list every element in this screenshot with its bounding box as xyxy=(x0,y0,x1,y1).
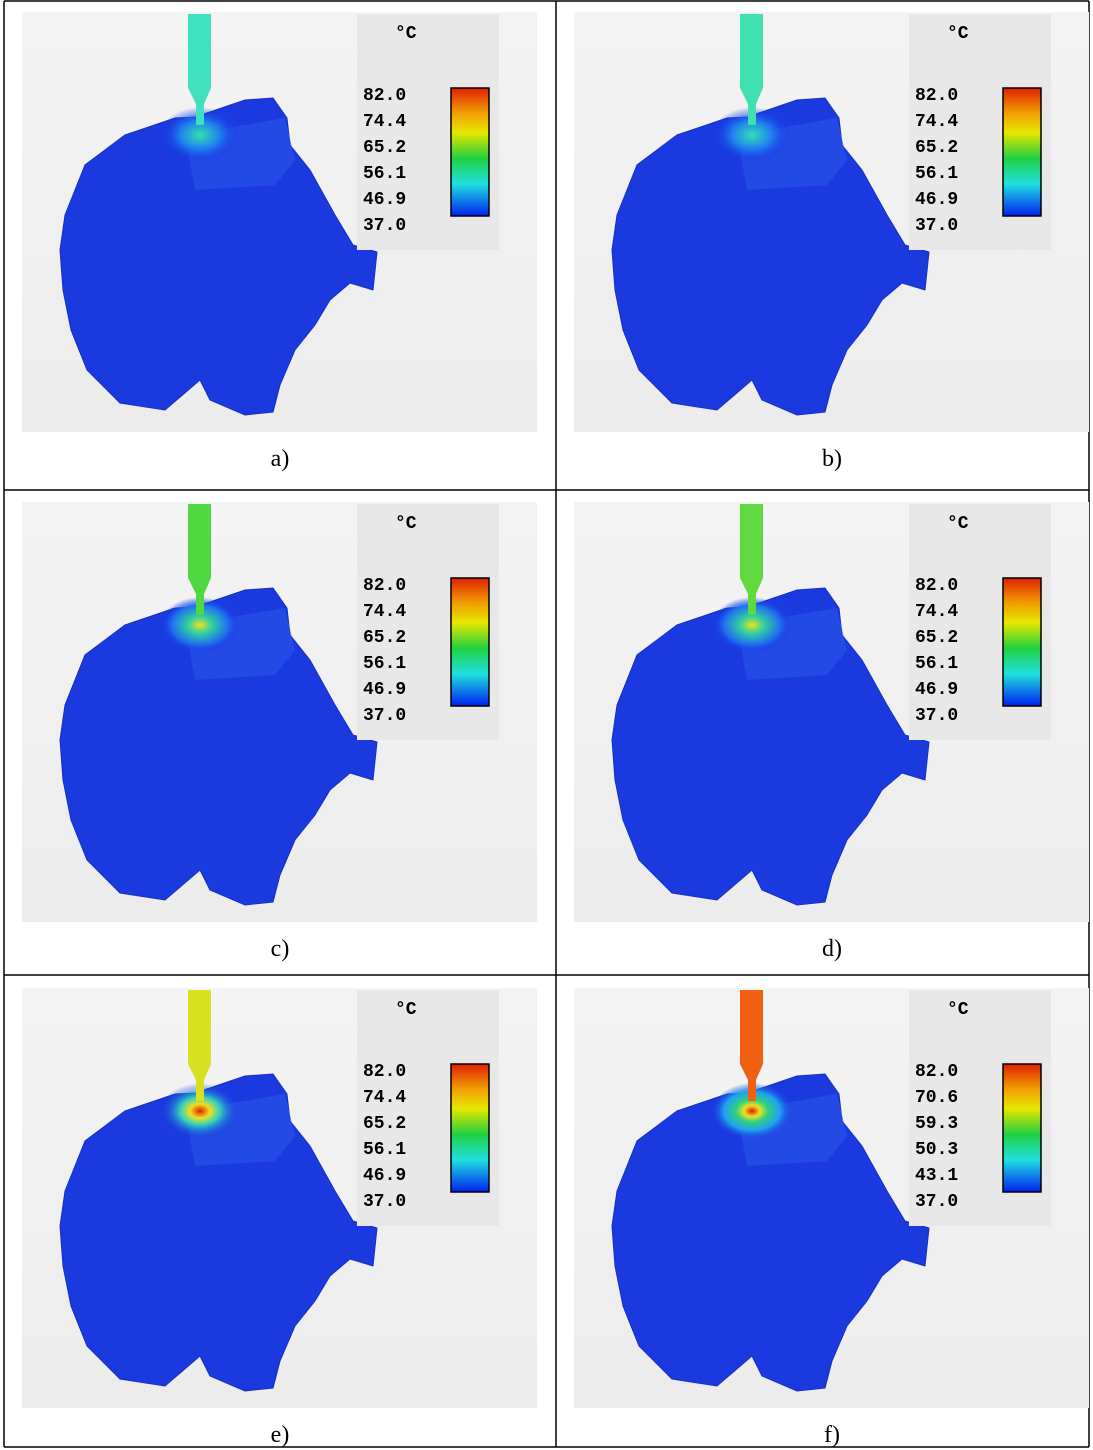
color-bar xyxy=(450,1063,490,1193)
nozzle xyxy=(740,14,763,125)
legend-unit: °C xyxy=(947,24,969,44)
hot-spot xyxy=(160,597,240,653)
caption: e) xyxy=(271,1422,290,1448)
scale-label: 37.0 xyxy=(363,1192,406,1212)
model-body xyxy=(59,97,378,416)
caption: a) xyxy=(271,446,290,472)
panel: °C 82.0 74.4 65.2 56.1 46.9 37.0 e) xyxy=(22,988,537,1448)
scale-label: 82.0 xyxy=(363,1062,406,1082)
scale-label: 46.9 xyxy=(363,1166,406,1186)
caption: f) xyxy=(824,1422,840,1448)
scale-label: 56.1 xyxy=(363,1140,406,1160)
scale-label: 74.4 xyxy=(363,1088,406,1108)
panel: °C 82.0 74.4 65.2 56.1 46.9 37.0 c) xyxy=(22,502,537,962)
scale-label: 46.9 xyxy=(363,680,406,700)
scale-label: 37.0 xyxy=(363,706,406,726)
model-body xyxy=(611,587,930,906)
scale-label: 37.0 xyxy=(363,216,406,236)
legend-unit: °C xyxy=(947,1000,969,1020)
scale-label: 65.2 xyxy=(915,628,958,648)
scale-label: 50.3 xyxy=(915,1140,958,1160)
panel: °C 82.0 74.4 65.2 56.1 46.9 37.0 a) xyxy=(22,12,537,472)
hot-spot xyxy=(712,107,792,163)
scale-label: 56.1 xyxy=(363,654,406,674)
caption: b) xyxy=(822,446,842,472)
color-bar xyxy=(1002,577,1042,707)
legend-unit: °C xyxy=(395,1000,417,1020)
scale-label: 46.9 xyxy=(915,190,958,210)
scale-label: 74.4 xyxy=(363,112,406,132)
hot-spot xyxy=(160,1083,240,1139)
color-bar xyxy=(450,87,490,217)
scale-label: 56.1 xyxy=(915,164,958,184)
panel: °C 82.0 70.6 59.3 50.3 43.1 37.0 f) xyxy=(574,988,1089,1448)
hot-spot xyxy=(160,107,240,163)
scale-label: 82.0 xyxy=(915,86,958,106)
scale-label: 82.0 xyxy=(915,1062,958,1082)
scale-label: 65.2 xyxy=(363,138,406,158)
scale-label: 65.2 xyxy=(363,1114,406,1134)
scale-label: 56.1 xyxy=(915,654,958,674)
color-bar xyxy=(1002,87,1042,217)
nozzle xyxy=(740,504,763,615)
scale-label: 37.0 xyxy=(915,1192,958,1212)
model-body xyxy=(611,1073,930,1392)
caption: c) xyxy=(271,936,290,962)
scale-label: 74.4 xyxy=(915,602,958,622)
scale-label: 46.9 xyxy=(363,190,406,210)
scale-label: 82.0 xyxy=(363,576,406,596)
model-body xyxy=(59,587,378,906)
scale-label: 56.1 xyxy=(363,164,406,184)
color-bar xyxy=(450,577,490,707)
scale-label: 65.2 xyxy=(363,628,406,648)
legend-unit: °C xyxy=(395,24,417,44)
hot-spot xyxy=(712,597,792,653)
scale-label: 74.4 xyxy=(915,112,958,132)
legend-unit: °C xyxy=(395,514,417,534)
model-body xyxy=(611,97,930,416)
model-body xyxy=(59,1073,378,1392)
scale-label: 82.0 xyxy=(363,86,406,106)
caption: d) xyxy=(822,936,842,962)
nozzle xyxy=(740,990,763,1101)
scale-label: 70.6 xyxy=(915,1088,958,1108)
nozzle xyxy=(188,990,211,1101)
nozzle xyxy=(188,504,211,615)
hot-spot xyxy=(712,1083,792,1139)
panel: °C 82.0 74.4 65.2 56.1 46.9 37.0 b) xyxy=(574,12,1089,472)
scale-label: 59.3 xyxy=(915,1114,958,1134)
scale-label: 37.0 xyxy=(915,706,958,726)
color-bar xyxy=(1002,1063,1042,1193)
legend-unit: °C xyxy=(947,514,969,534)
scale-label: 43.1 xyxy=(915,1166,958,1186)
scale-label: 82.0 xyxy=(915,576,958,596)
scale-label: 65.2 xyxy=(915,138,958,158)
nozzle xyxy=(188,14,211,125)
scale-label: 37.0 xyxy=(915,216,958,236)
panel: °C 82.0 74.4 65.2 56.1 46.9 37.0 d) xyxy=(574,502,1089,962)
scale-label: 74.4 xyxy=(363,602,406,622)
scale-label: 46.9 xyxy=(915,680,958,700)
